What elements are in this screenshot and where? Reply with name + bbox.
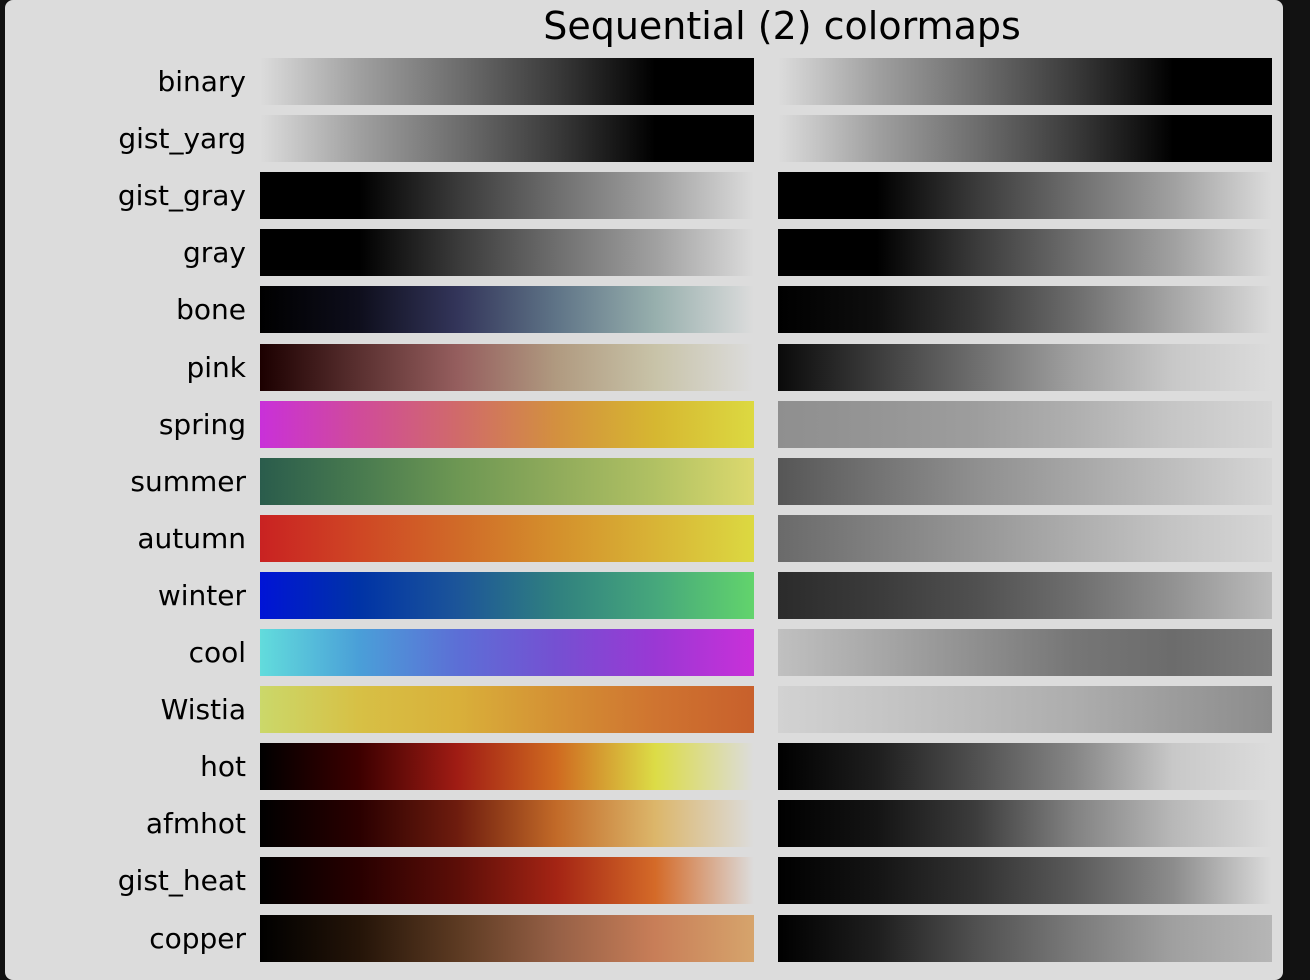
grayscale-bar [778,58,1272,105]
colormap-row: cool [5,629,1283,676]
grayscale-bar [778,743,1272,790]
colormap-bar [260,629,754,676]
grayscale-bar [778,800,1272,847]
grayscale-bar [778,857,1272,904]
grayscale-bar [778,344,1272,391]
grayscale-bar [778,515,1272,562]
colormap-row: autumn [5,515,1283,562]
colormap-label: binary [157,65,246,98]
colormap-row: hot [5,743,1283,790]
chart-title: Sequential (2) colormaps [543,4,1021,48]
colormap-row: binary [5,58,1283,105]
colormap-row: copper [5,915,1283,962]
colormap-label: cool [188,636,246,669]
colormap-bar [260,458,754,505]
colormap-row: gray [5,229,1283,276]
colormap-label: afmhot [145,807,246,840]
colormap-row: bone [5,286,1283,333]
colormap-bar [260,344,754,391]
colormap-label: autumn [137,522,246,555]
colormap-bar [260,800,754,847]
colormap-row: gist_heat [5,857,1283,904]
colormap-bar [260,686,754,733]
colormap-bar [260,572,754,619]
colormap-bar [260,58,754,105]
grayscale-bar [778,572,1272,619]
colormap-bar [260,515,754,562]
grayscale-bar [778,401,1272,448]
colormap-label: winter [157,579,246,612]
grayscale-bar [778,686,1272,733]
colormap-label: hot [200,750,246,783]
colormap-row: summer [5,458,1283,505]
colormap-label: Wistia [160,693,246,726]
grayscale-bar [778,286,1272,333]
colormap-row: Wistia [5,686,1283,733]
colormap-bar [260,857,754,904]
colormap-bar [260,743,754,790]
colormap-row: spring [5,401,1283,448]
colormap-label: gist_gray [117,179,246,212]
grayscale-bar [778,915,1272,962]
colormap-label: summer [130,465,246,498]
colormap-label: gist_heat [117,864,246,897]
colormap-label: gist_yarg [118,122,246,155]
grayscale-bar [778,458,1272,505]
colormap-bar [260,172,754,219]
colormap-row: pink [5,344,1283,391]
colormap-bar [260,401,754,448]
colormap-row: gist_yarg [5,115,1283,162]
figure-canvas: Sequential (2) colormaps binary gist_yarg… [5,0,1283,980]
colormap-label: bone [176,293,246,326]
colormap-label: gray [182,236,246,269]
colormap-bar [260,229,754,276]
colormap-bar [260,915,754,962]
colormap-label: pink [186,351,246,384]
colormap-bar [260,115,754,162]
grayscale-bar [778,115,1272,162]
grayscale-bar [778,629,1272,676]
colormap-label: spring [158,408,246,441]
colormap-row: afmhot [5,800,1283,847]
colormap-bar [260,286,754,333]
grayscale-bar [778,229,1272,276]
colormap-label: copper [149,922,246,955]
colormap-row: winter [5,572,1283,619]
colormap-row: gist_gray [5,172,1283,219]
grayscale-bar [778,172,1272,219]
